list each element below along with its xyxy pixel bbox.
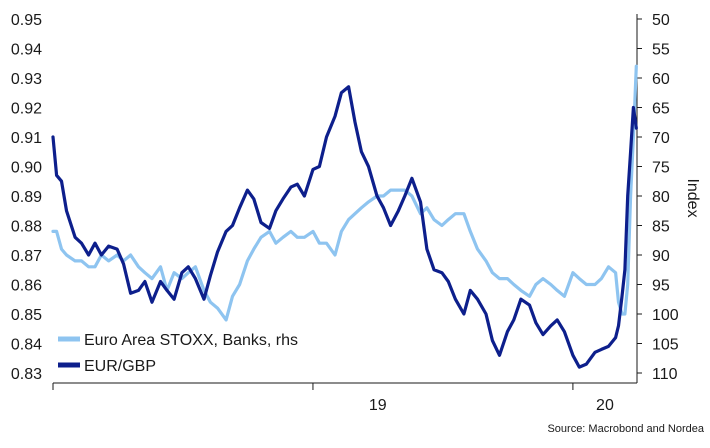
left-tick-label: 0.91 — [11, 130, 42, 147]
left-tick-label: 0.87 — [11, 248, 42, 265]
x-tick-label: 19 — [369, 397, 387, 414]
legend-label-1: EUR/GBP — [84, 358, 156, 375]
right-tick-label: 90 — [652, 248, 670, 265]
right-tick-label: 50 — [652, 12, 670, 29]
right-tick-label: 95 — [652, 278, 670, 295]
source-note: Source: Macrobond and Nordea — [547, 423, 704, 435]
series-line-0 — [51, 64, 638, 322]
right-tick-label: 65 — [652, 101, 670, 118]
right-tick-label: 100 — [652, 307, 679, 324]
right-tick-label: 85 — [652, 219, 670, 236]
left-tick-label: 0.86 — [11, 278, 42, 295]
x-axis-ticks: 19 20 — [52, 383, 614, 414]
left-tick-label: 0.90 — [11, 160, 42, 177]
left-axis-ticks: 0.83 0.84 0.85 0.86 0.87 0.88 0.89 0.90 0.91 0.92… — [11, 12, 42, 383]
right-axis-ticks: 50 55 60 65 70 75 80 85 90 95 100 105 110 — [637, 12, 679, 383]
x-tick-label: 20 — [596, 397, 614, 414]
left-tick-label: 0.93 — [11, 71, 42, 88]
series-lines — [51, 64, 638, 369]
left-tick-label: 0.89 — [11, 189, 42, 206]
left-tick-label: 0.95 — [11, 12, 42, 29]
right-tick-label: 60 — [652, 71, 670, 88]
legend: Euro Area STOXX, Banks, rhs EUR/GBP — [58, 332, 298, 375]
left-tick-label: 0.94 — [11, 42, 42, 59]
right-tick-label: 110 — [652, 366, 678, 383]
left-tick-label: 0.92 — [11, 101, 42, 118]
right-tick-label: 75 — [652, 160, 670, 177]
series-line-1 — [51, 85, 638, 369]
left-tick-label: 0.85 — [11, 307, 42, 324]
left-tick-label: 0.88 — [11, 219, 42, 236]
right-tick-label: 80 — [652, 189, 670, 206]
right-tick-label: 105 — [652, 337, 679, 354]
right-tick-label: 55 — [652, 42, 670, 59]
left-tick-label: 0.84 — [11, 337, 42, 354]
legend-label-0: Euro Area STOXX, Banks, rhs — [84, 332, 298, 349]
right-axis-label: Index — [684, 178, 701, 217]
right-tick-label: 70 — [652, 130, 670, 147]
left-tick-label: 0.83 — [11, 366, 42, 383]
